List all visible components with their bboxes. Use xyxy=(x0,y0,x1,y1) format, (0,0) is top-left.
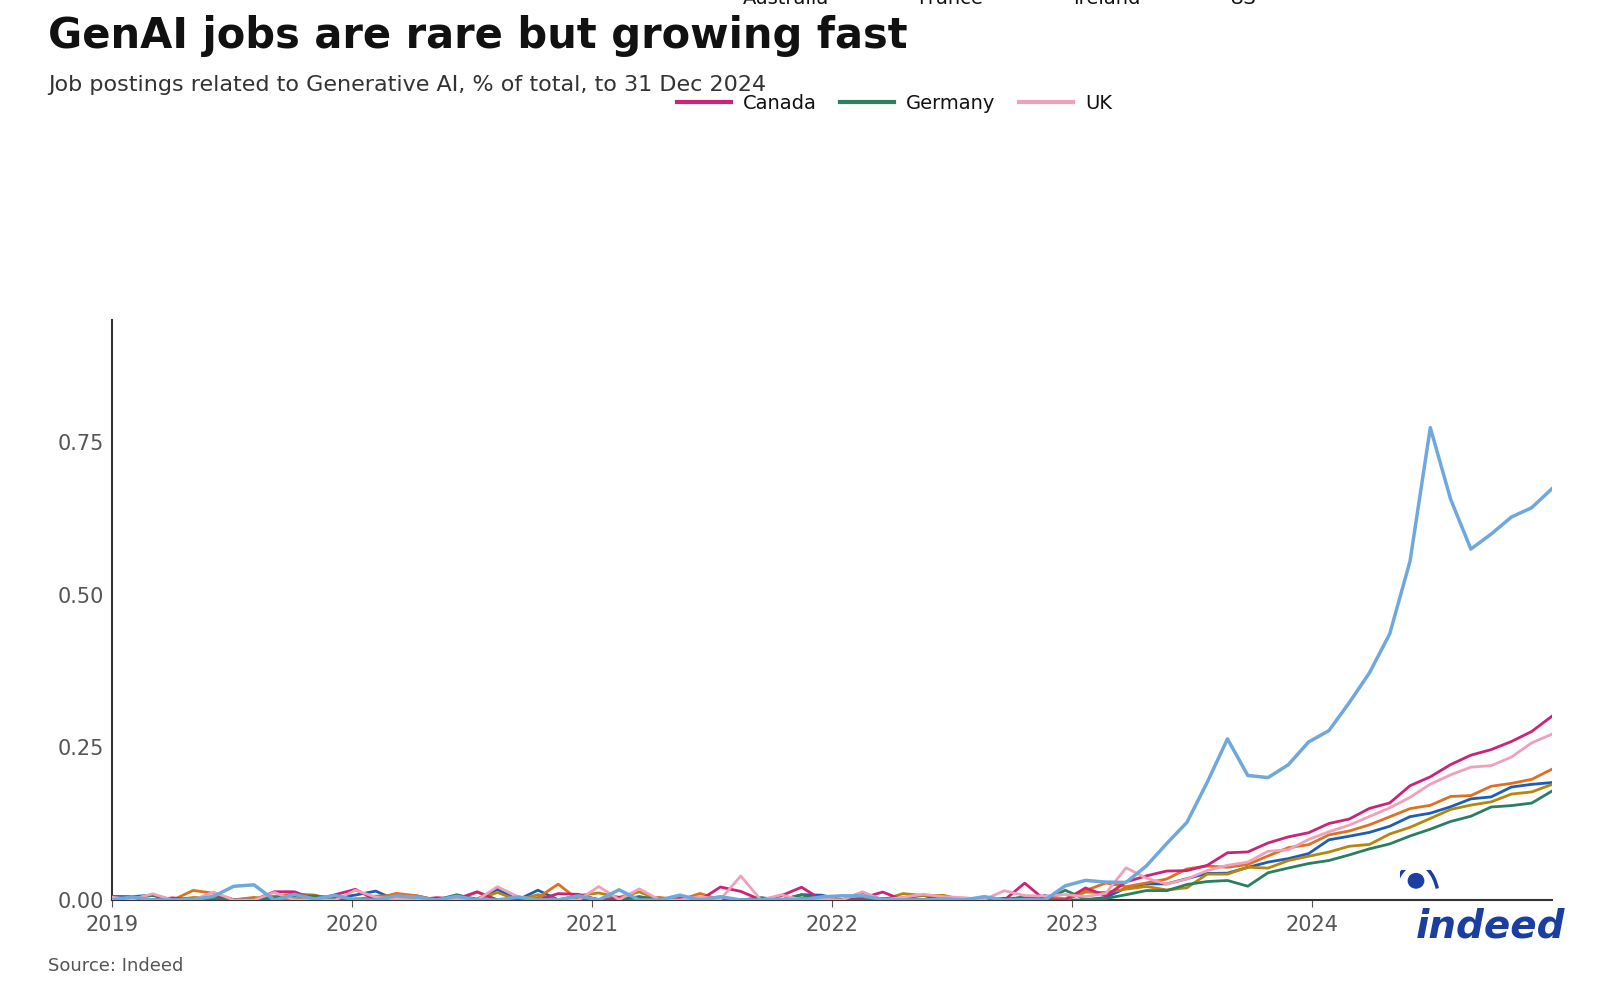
Legend: Canada, Germany, UK: Canada, Germany, UK xyxy=(669,86,1120,121)
Circle shape xyxy=(1408,874,1424,888)
Text: Source: Indeed: Source: Indeed xyxy=(48,957,184,975)
Text: Job postings related to Generative AI, % of total, to 31 Dec 2024: Job postings related to Generative AI, %… xyxy=(48,75,766,95)
Text: indeed: indeed xyxy=(1416,907,1565,945)
Text: GenAI jobs are rare but growing fast: GenAI jobs are rare but growing fast xyxy=(48,15,907,57)
